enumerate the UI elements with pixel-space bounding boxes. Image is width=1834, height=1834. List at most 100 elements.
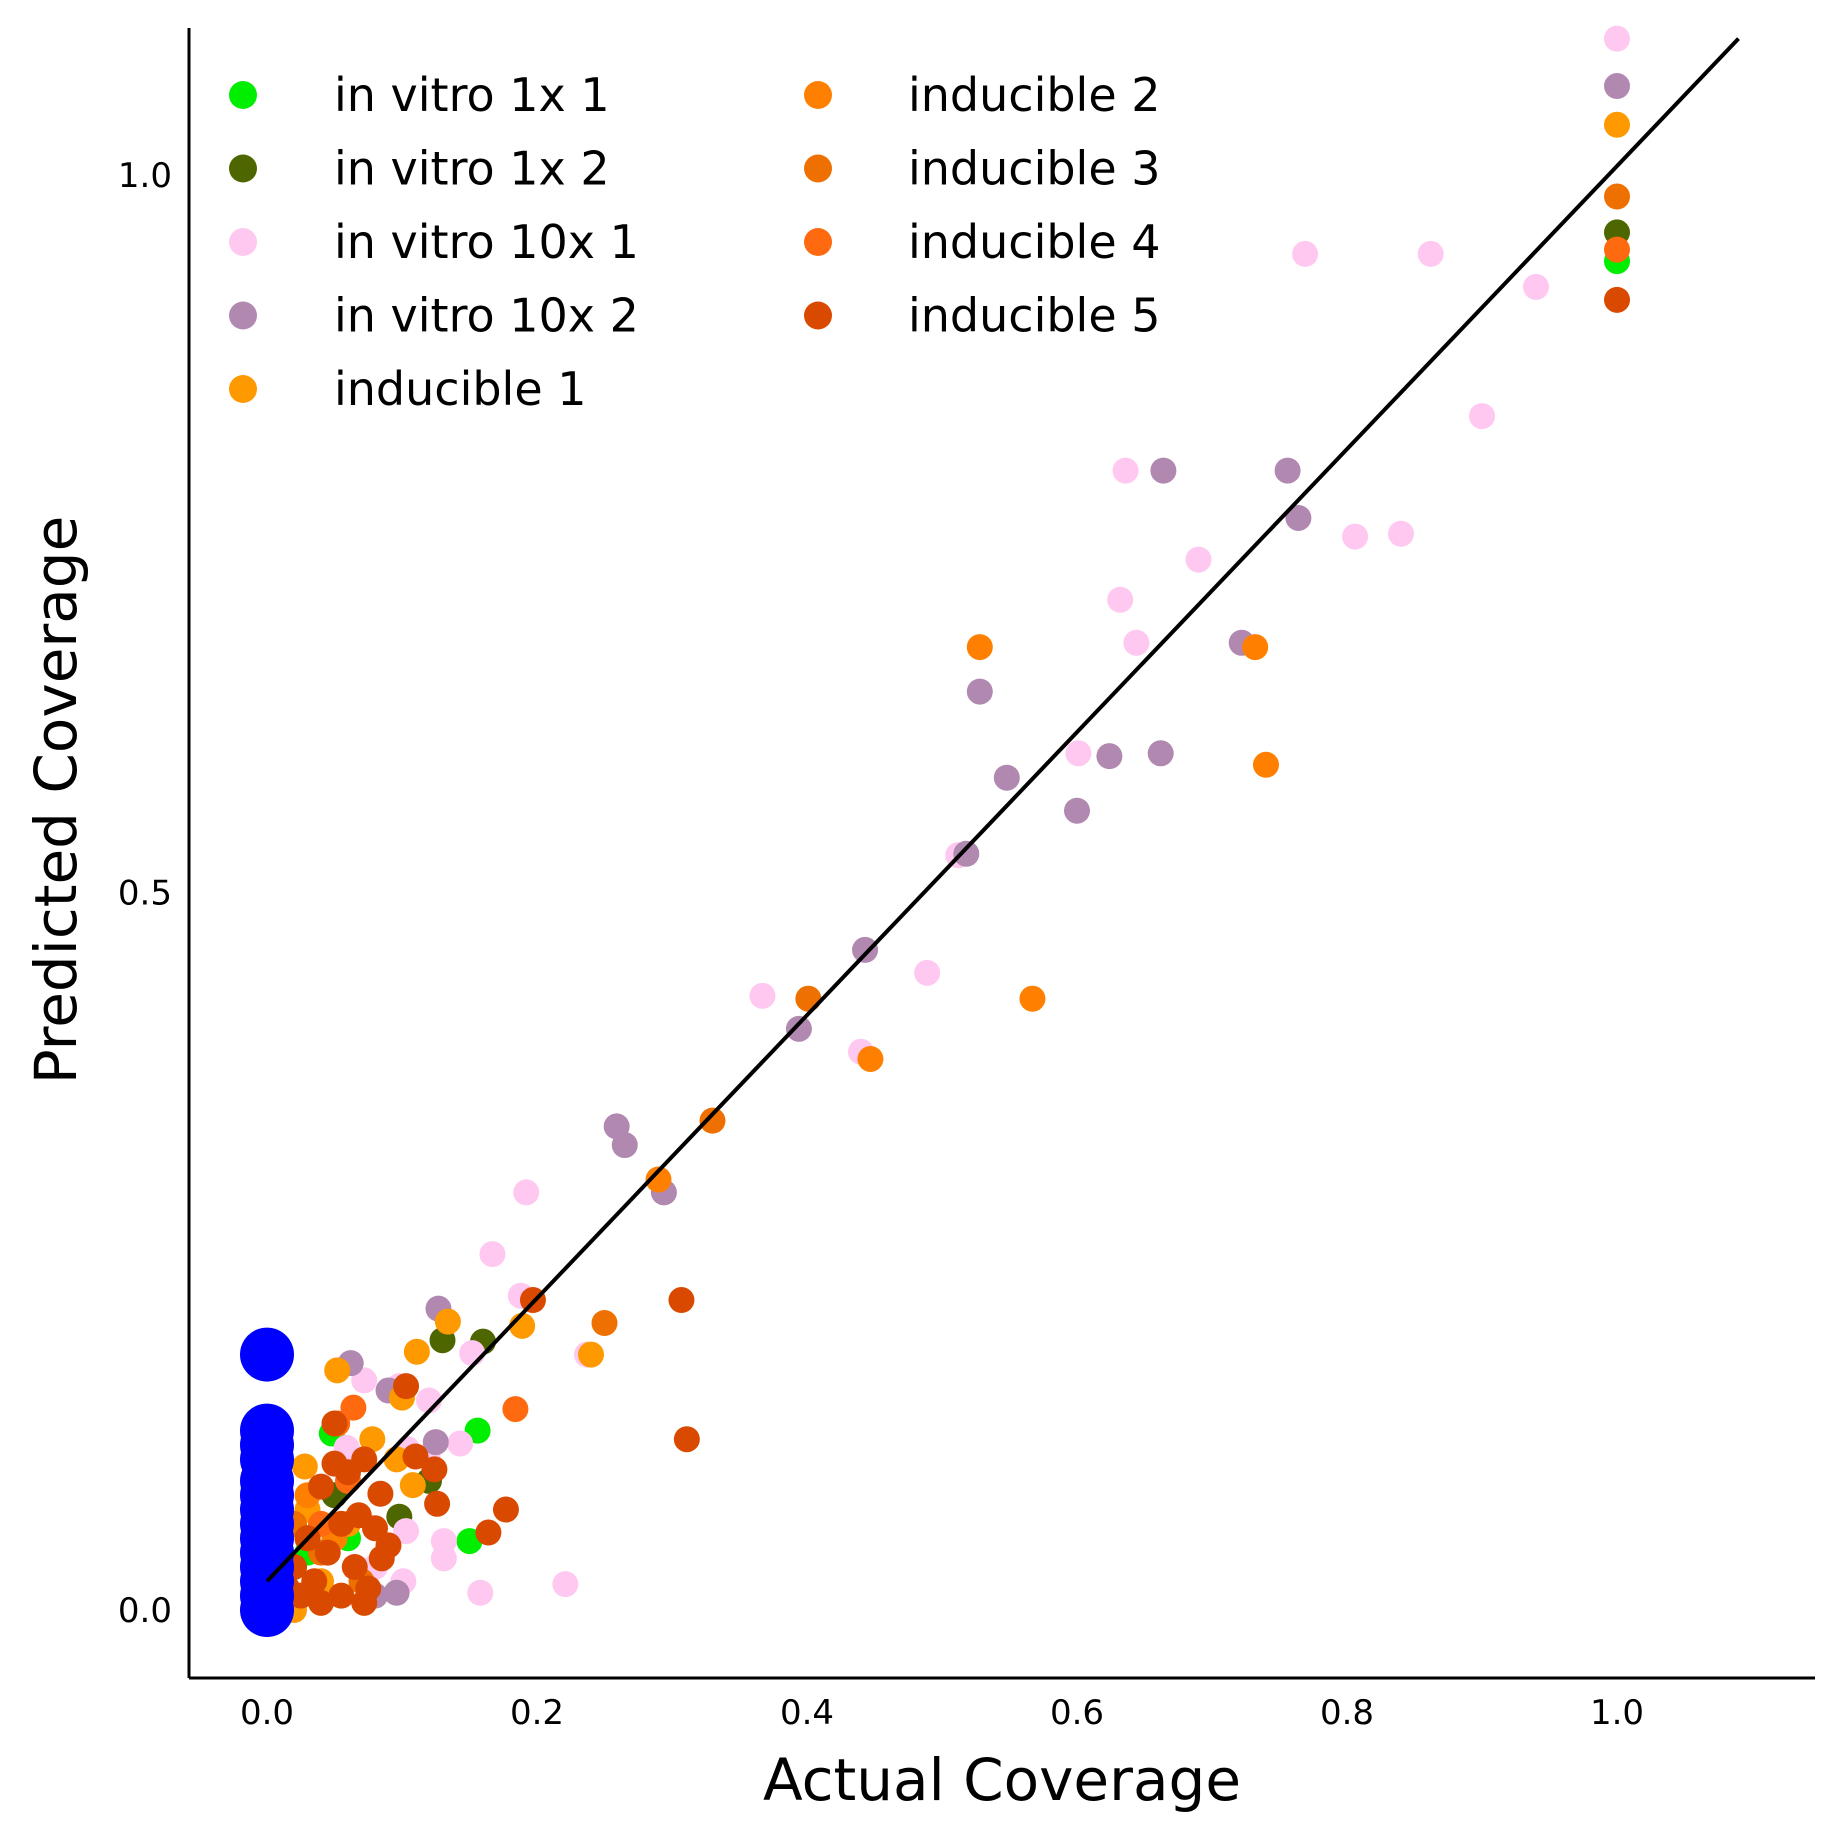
data-point xyxy=(1112,457,1139,484)
data-point xyxy=(966,634,993,661)
legend-label: inducible 1 xyxy=(334,362,587,416)
data-point xyxy=(795,985,822,1012)
legend-item: in vitro 10x 1 xyxy=(229,215,639,269)
legend-item: in vitro 1x 2 xyxy=(229,142,610,196)
highlight-point xyxy=(240,1327,294,1382)
data-point xyxy=(399,1472,426,1499)
legend-item: in vitro 1x 1 xyxy=(229,68,610,122)
y-tick-label: 0.0 xyxy=(118,1591,172,1631)
data-point xyxy=(1150,457,1177,484)
data-point xyxy=(1469,403,1495,430)
legend-label: in vitro 1x 1 xyxy=(334,68,610,122)
data-point xyxy=(308,1589,334,1616)
x-tick-label: 0.2 xyxy=(510,1693,564,1733)
data-point xyxy=(645,1166,672,1193)
series-5 xyxy=(294,634,1279,1552)
legend-item: inducible 5 xyxy=(804,289,1161,343)
data-point xyxy=(1253,751,1279,778)
data-point xyxy=(1064,797,1090,824)
data-point xyxy=(447,1430,474,1457)
data-point xyxy=(291,1453,318,1480)
data-point xyxy=(1342,523,1369,550)
x-tick-label: 1.0 xyxy=(1590,1693,1644,1733)
data-point xyxy=(749,982,776,1009)
data-point xyxy=(1388,520,1414,547)
data-point xyxy=(383,1579,410,1606)
data-point xyxy=(966,678,993,705)
data-point xyxy=(1604,73,1630,100)
legend-label: inducible 2 xyxy=(908,68,1161,122)
data-point xyxy=(1123,629,1150,656)
data-point xyxy=(421,1456,448,1483)
data-point xyxy=(1065,740,1092,767)
legend-marker xyxy=(229,228,257,256)
legend-label: inducible 4 xyxy=(908,215,1161,269)
data-point xyxy=(1242,634,1269,661)
data-point xyxy=(1417,240,1444,267)
legend-label: inducible 3 xyxy=(908,142,1161,196)
data-point xyxy=(375,1532,402,1559)
data-point xyxy=(1285,504,1312,531)
legend-marker xyxy=(804,154,832,183)
legend-marker xyxy=(804,81,832,109)
data-point xyxy=(308,1473,334,1500)
data-point xyxy=(591,1310,618,1336)
data-point xyxy=(1019,985,1046,1012)
data-point xyxy=(993,764,1020,791)
data-point xyxy=(324,1357,351,1384)
axes xyxy=(187,28,1815,1680)
legend-item: inducible 3 xyxy=(804,142,1161,196)
legend-marker xyxy=(804,301,832,330)
data-point xyxy=(1604,286,1630,313)
data-point xyxy=(321,1410,348,1437)
legend-item: inducible 4 xyxy=(804,215,1161,269)
data-point xyxy=(578,1341,604,1368)
data-point xyxy=(459,1340,486,1367)
data-point xyxy=(513,1179,540,1206)
legend-marker xyxy=(804,228,832,256)
data-point xyxy=(1107,586,1134,613)
data-point xyxy=(914,959,941,986)
x-tick-label: 0.0 xyxy=(240,1693,294,1733)
series-7 xyxy=(308,236,1630,1537)
data-point xyxy=(393,1518,420,1545)
data-point xyxy=(1523,273,1549,300)
legend-marker xyxy=(229,301,257,330)
data-point xyxy=(673,1426,700,1453)
data-point xyxy=(422,1429,449,1456)
reference-line-group xyxy=(265,37,1740,1583)
data-point xyxy=(393,1373,420,1400)
data-point xyxy=(340,1394,367,1421)
legend-label: in vitro 1x 2 xyxy=(334,142,610,196)
x-tick-label: 0.6 xyxy=(1050,1693,1104,1733)
x-axis-title: Actual Coverage xyxy=(763,1746,1241,1814)
data-point xyxy=(424,1490,451,1517)
legend-item: inducible 1 xyxy=(229,362,587,416)
data-point xyxy=(314,1539,341,1566)
y-axis-title: Predicted Coverage xyxy=(22,516,90,1085)
series-0 xyxy=(281,248,1630,1580)
data-point xyxy=(1096,743,1123,770)
data-point xyxy=(852,936,879,963)
data-point xyxy=(430,1545,457,1572)
legend-marker xyxy=(229,375,257,403)
data-point xyxy=(1604,111,1630,138)
data-point xyxy=(359,1426,386,1453)
legend-marker xyxy=(229,81,257,109)
x-tick-label: 0.4 xyxy=(780,1693,834,1733)
legend-marker xyxy=(229,154,257,183)
data-point xyxy=(434,1308,461,1335)
highlight-point xyxy=(240,1583,294,1637)
y-tick-label: 1.0 xyxy=(118,156,172,196)
data-point xyxy=(1147,740,1174,767)
data-point xyxy=(1604,183,1630,210)
data-point xyxy=(552,1571,579,1598)
legend-item: in vitro 10x 2 xyxy=(229,289,639,343)
data-point xyxy=(402,1443,429,1470)
data-point xyxy=(328,1582,355,1609)
data-point xyxy=(611,1132,638,1159)
data-point xyxy=(502,1396,529,1423)
data-point xyxy=(857,1045,884,1072)
data-point xyxy=(668,1287,695,1314)
